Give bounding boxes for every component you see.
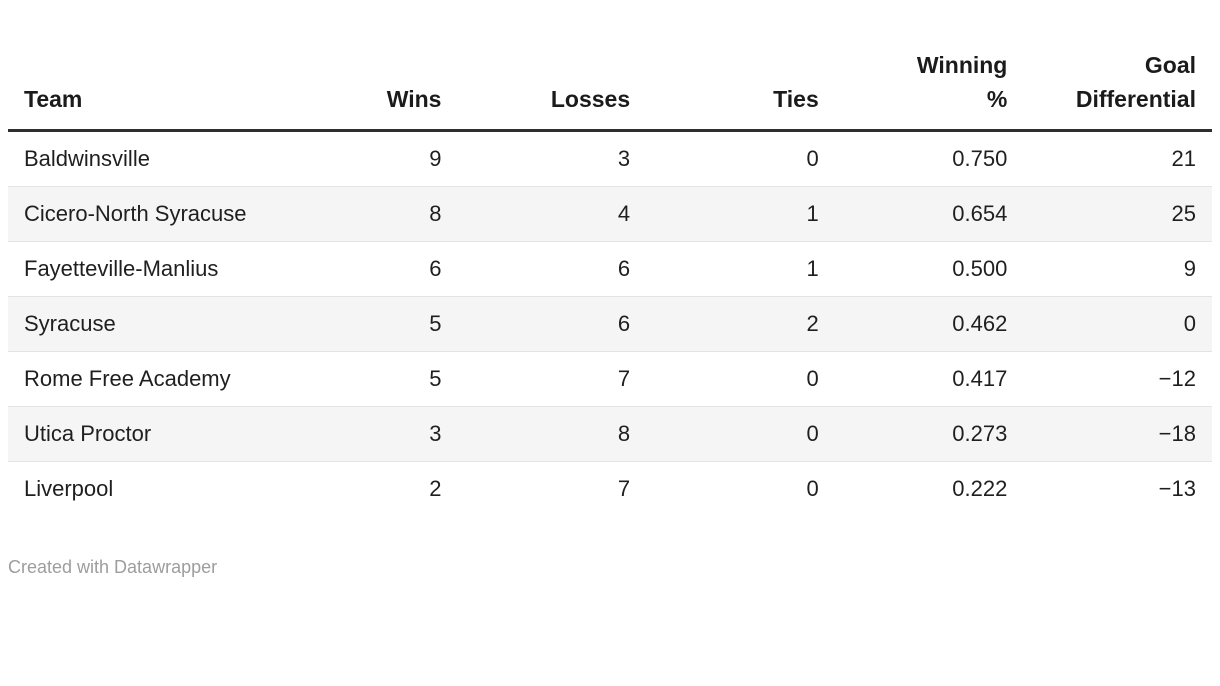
cell-goal-diff: −18: [1023, 406, 1212, 462]
column-header-team-label: Team: [24, 86, 83, 112]
cell-losses: 6: [457, 296, 647, 352]
table-row: Liverpool 2 7 0 0.222 −13: [8, 462, 1212, 517]
column-header-ties: Ties: [646, 48, 835, 132]
cell-winning-pct: 0.462: [834, 296, 1024, 352]
cell-team: Liverpool: [24, 476, 114, 501]
cell-ties: 0: [646, 130, 835, 187]
standings-table: Team Wins Losses Ties Winning % Goal Dif…: [8, 48, 1212, 516]
cell-wins: 5: [268, 351, 458, 407]
cell-winning-pct: 0.222: [952, 476, 1008, 501]
table-row: Cicero-North Syracuse 8 4 1 0.654 25: [8, 186, 1212, 242]
cell-wins: 6: [268, 241, 458, 297]
cell-winning-pct: 0.750: [834, 130, 1024, 187]
column-header-winning-pct: Winning %: [834, 48, 1024, 132]
cell-wins: 8: [268, 186, 458, 242]
cell-ties: 1: [646, 186, 835, 242]
column-header-losses-label: Losses: [550, 86, 631, 112]
cell-team: Baldwinsville: [8, 130, 269, 187]
cell-team: Cicero-North Syracuse: [8, 186, 269, 242]
cell-winning-pct: 0.273: [834, 406, 1024, 462]
table-row: Rome Free Academy 5 7 0 0.417 −12: [8, 351, 1212, 407]
cell-goal-diff: −13: [1158, 476, 1196, 501]
cell-ties: 0: [806, 476, 819, 501]
header-row: Team Wins Losses Ties Winning % Goal Dif…: [8, 48, 1212, 132]
cell-losses: 7: [457, 351, 647, 407]
cell-ties: 0: [646, 351, 835, 407]
cell-wins: 5: [268, 296, 458, 352]
cell-goal-diff: 0: [1023, 296, 1212, 352]
cell-winning-pct: 0.417: [834, 351, 1024, 407]
table-row: Fayetteville-Manlius 6 6 1 0.500 9: [8, 241, 1212, 297]
table-header: Team Wins Losses Ties Winning % Goal Dif…: [8, 48, 1212, 132]
cell-losses: 6: [457, 241, 647, 297]
column-header-goal-differential: Goal Differential: [1023, 48, 1212, 132]
datawrapper-attribution-link[interactable]: Created with Datawrapper: [8, 557, 218, 577]
cell-losses: 3: [457, 130, 647, 187]
table-body: Baldwinsville 9 3 0 0.750 21 Cicero-Nort…: [8, 130, 1212, 517]
table-row: Baldwinsville 9 3 0 0.750 21: [8, 130, 1212, 187]
cell-team: Utica Proctor: [8, 406, 269, 462]
cell-goal-diff: 25: [1023, 186, 1212, 242]
cell-team: Syracuse: [8, 296, 269, 352]
table-row: Utica Proctor 3 8 0 0.273 −18: [8, 406, 1212, 462]
column-header-losses: Losses: [457, 48, 647, 132]
column-header-goal-differential-label: Goal Differential: [1075, 52, 1196, 112]
column-header-team: Team: [8, 48, 269, 132]
cell-wins: 2: [429, 476, 442, 501]
table-row: Syracuse 5 6 2 0.462 0: [8, 296, 1212, 352]
cell-losses: 7: [617, 476, 631, 501]
cell-goal-diff: 21: [1023, 130, 1212, 187]
cell-losses: 8: [457, 406, 647, 462]
cell-wins: 9: [268, 130, 458, 187]
cell-goal-diff: 9: [1023, 241, 1212, 297]
column-header-ties-label: Ties: [773, 86, 819, 112]
cell-ties: 0: [646, 406, 835, 462]
cell-ties: 2: [646, 296, 835, 352]
cell-ties: 1: [646, 241, 835, 297]
column-header-winning-pct-label: Winning %: [916, 52, 1008, 112]
cell-losses: 4: [457, 186, 647, 242]
cell-wins: 3: [268, 406, 458, 462]
cell-winning-pct: 0.654: [834, 186, 1024, 242]
cell-team: Rome Free Academy: [8, 351, 269, 407]
cell-goal-diff: −12: [1023, 351, 1212, 407]
column-header-wins: Wins: [268, 48, 458, 132]
column-header-wins-label: Wins: [386, 86, 442, 112]
cell-team: Fayetteville-Manlius: [8, 241, 269, 297]
cell-winning-pct: 0.500: [834, 241, 1024, 297]
